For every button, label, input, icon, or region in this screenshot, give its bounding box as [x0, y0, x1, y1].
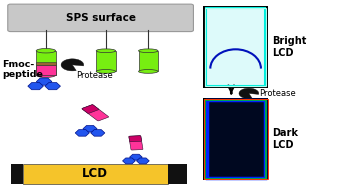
Wedge shape: [61, 59, 84, 71]
Text: Bright
LCD: Bright LCD: [272, 36, 306, 58]
Bar: [205, 100, 266, 179]
Ellipse shape: [36, 49, 56, 53]
Text: Fmoc-
peptide: Fmoc- peptide: [2, 60, 43, 79]
FancyBboxPatch shape: [129, 136, 142, 142]
Bar: [36, 62, 56, 65]
FancyBboxPatch shape: [82, 105, 99, 113]
Bar: [206, 8, 265, 86]
Bar: [36, 65, 56, 75]
Bar: [207, 101, 264, 178]
Bar: [205, 8, 266, 86]
Bar: [207, 8, 264, 86]
Bar: [138, 51, 158, 71]
Bar: [203, 98, 268, 180]
Text: SPS surface: SPS surface: [66, 13, 136, 23]
Bar: [204, 99, 268, 179]
Ellipse shape: [96, 70, 115, 73]
FancyBboxPatch shape: [8, 4, 193, 32]
Ellipse shape: [96, 49, 115, 53]
Bar: [203, 6, 268, 88]
Bar: [11, 164, 23, 184]
FancyBboxPatch shape: [82, 105, 109, 121]
Ellipse shape: [36, 73, 56, 77]
Bar: [207, 100, 265, 178]
Text: Protease: Protease: [259, 89, 296, 98]
Text: Dark
LCD: Dark LCD: [272, 128, 298, 150]
Bar: [168, 164, 187, 184]
Bar: [23, 164, 168, 184]
FancyBboxPatch shape: [129, 136, 143, 150]
Ellipse shape: [138, 49, 158, 53]
Bar: [36, 51, 56, 75]
Ellipse shape: [138, 70, 158, 73]
Bar: [96, 51, 115, 71]
Text: LCD: LCD: [82, 167, 108, 180]
Text: Protease: Protease: [76, 71, 113, 80]
Wedge shape: [239, 88, 259, 99]
